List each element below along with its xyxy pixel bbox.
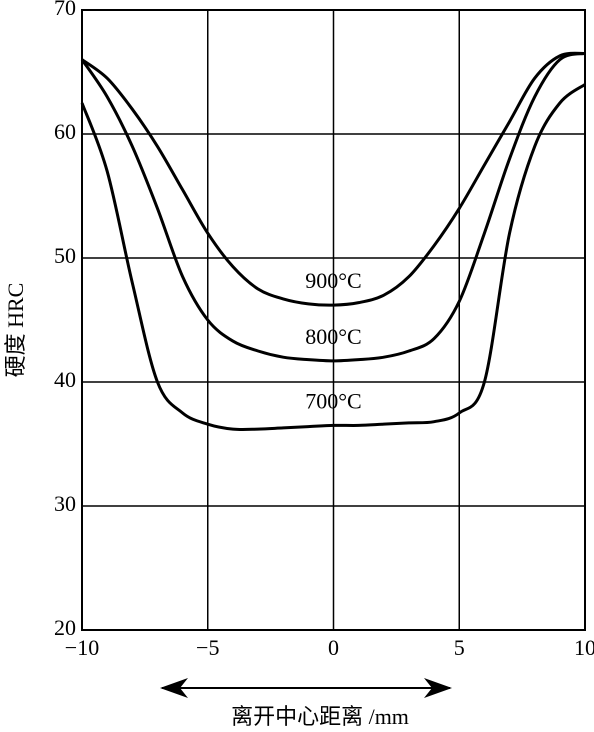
series-label: 900°C <box>305 268 361 293</box>
series-label: 700°C <box>305 388 361 413</box>
series-line <box>81 51 586 307</box>
x-tick-label: 5 <box>454 635 465 660</box>
y-tick-label: 20 <box>54 615 76 640</box>
y-tick-label: 70 <box>54 0 76 20</box>
y-tick-label: 60 <box>54 119 76 144</box>
x-tick-label: 0 <box>328 635 339 660</box>
y-tick-label: 50 <box>54 243 76 268</box>
y-tick-label: 40 <box>54 367 76 392</box>
plot-frame <box>81 9 586 631</box>
y-axis-label: 硬度 HRC <box>3 283 28 378</box>
x-axis-label: 离开中心距离 /mm <box>231 704 409 729</box>
x-tick-label: 10 <box>574 635 594 660</box>
series-label: 800°C <box>305 324 361 349</box>
series-line <box>80 51 586 363</box>
y-tick-label: 30 <box>54 491 76 516</box>
series-line <box>80 83 586 432</box>
x-tick-label: −10 <box>65 635 99 660</box>
x-tick-label: −5 <box>196 635 219 660</box>
